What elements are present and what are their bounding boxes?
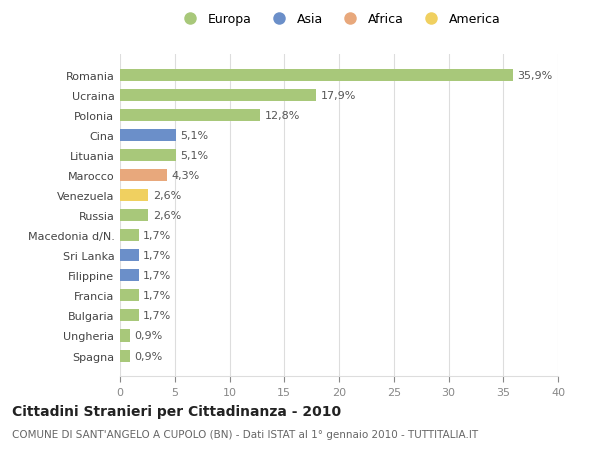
- Bar: [120, 290, 139, 302]
- Text: 2,6%: 2,6%: [153, 211, 181, 221]
- Text: 0,9%: 0,9%: [134, 351, 163, 361]
- Text: 1,7%: 1,7%: [143, 231, 171, 241]
- Text: Cittadini Stranieri per Cittadinanza - 2010: Cittadini Stranieri per Cittadinanza - 2…: [12, 404, 341, 418]
- Text: 17,9%: 17,9%: [320, 91, 356, 101]
- Bar: [120, 350, 130, 362]
- Text: 5,1%: 5,1%: [180, 151, 208, 161]
- Bar: [120, 210, 148, 222]
- Legend: Europa, Asia, Africa, America: Europa, Asia, Africa, America: [178, 13, 500, 26]
- Text: 4,3%: 4,3%: [172, 171, 200, 181]
- Text: 12,8%: 12,8%: [265, 111, 300, 121]
- Text: 1,7%: 1,7%: [143, 271, 171, 281]
- Bar: [120, 70, 513, 82]
- Text: COMUNE DI SANT'ANGELO A CUPOLO (BN) - Dati ISTAT al 1° gennaio 2010 - TUTTITALIA: COMUNE DI SANT'ANGELO A CUPOLO (BN) - Da…: [12, 429, 478, 439]
- Text: 0,9%: 0,9%: [134, 331, 163, 341]
- Text: 35,9%: 35,9%: [517, 71, 553, 81]
- Text: 1,7%: 1,7%: [143, 251, 171, 261]
- Bar: [120, 170, 167, 182]
- Text: 5,1%: 5,1%: [180, 131, 208, 141]
- Text: 2,6%: 2,6%: [153, 191, 181, 201]
- Text: 1,7%: 1,7%: [143, 311, 171, 321]
- Bar: [120, 150, 176, 162]
- Bar: [120, 270, 139, 282]
- Bar: [120, 250, 139, 262]
- Bar: [120, 310, 139, 322]
- Bar: [120, 90, 316, 102]
- Bar: [120, 230, 139, 242]
- Text: 1,7%: 1,7%: [143, 291, 171, 301]
- Bar: [120, 110, 260, 122]
- Bar: [120, 130, 176, 142]
- Bar: [120, 330, 130, 342]
- Bar: [120, 190, 148, 202]
